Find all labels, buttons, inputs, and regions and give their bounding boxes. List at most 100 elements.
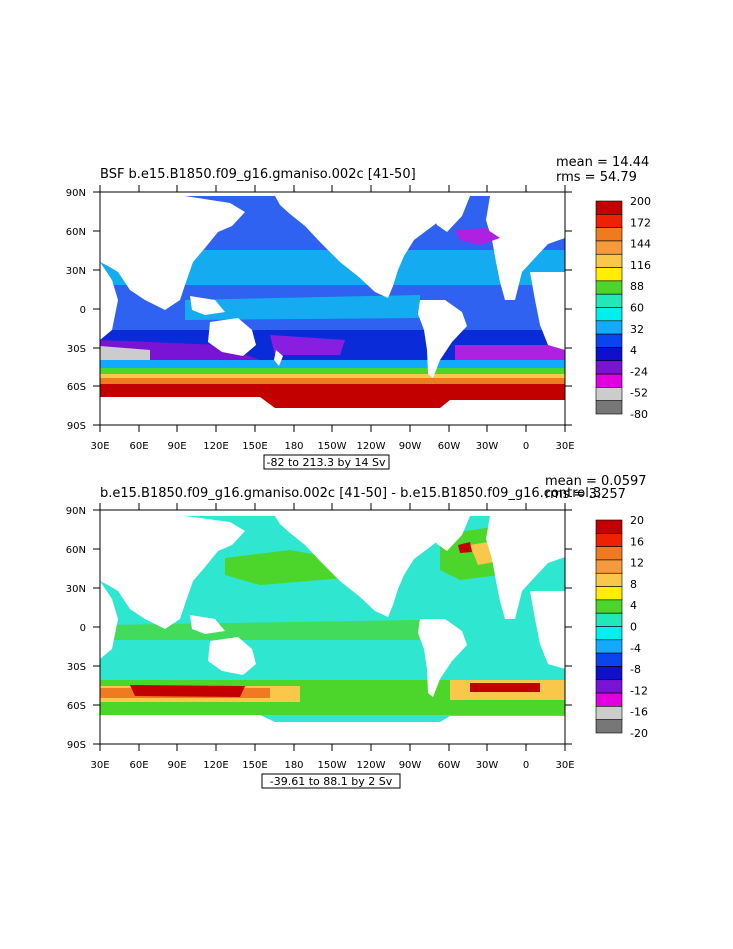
bottom-south-red-atl [470, 683, 540, 692]
top-colorbar-label: -80 [630, 408, 648, 421]
top-colorbar-label: -52 [630, 387, 648, 400]
top-lat-label: 60N [66, 227, 86, 238]
top-lon-label: 60E [129, 441, 148, 452]
top-land-antarctica [100, 397, 565, 425]
bottom-lon-label: 30W [476, 760, 499, 771]
top-lon-label: 90E [167, 441, 186, 452]
top-colorbar-swatch [595, 200, 623, 215]
top-acc-yellow [100, 374, 565, 379]
top-lon-label: 0 [523, 441, 529, 452]
top-ocean-band-gray [100, 346, 150, 362]
bottom-colorbar-label: -16 [630, 706, 648, 719]
top-lat-label: 60S [67, 382, 86, 393]
bottom-colorbar-label: 8 [630, 578, 637, 591]
top-acc-orange [100, 378, 565, 385]
top-colorbar-swatch [595, 267, 623, 282]
bottom-lon-label: 120E [203, 760, 228, 771]
bottom-colorbar-label: -20 [630, 727, 648, 740]
bottom-colorbar-swatch [595, 626, 623, 641]
top-land-australia [208, 318, 256, 356]
top-colorbar-label: 4 [630, 344, 637, 357]
bottom-south-red [130, 685, 245, 697]
bottom-lon-label: 30E [90, 760, 109, 771]
top-lat-axis: 90N 60N 30N 0 30S 60S 90S [66, 188, 572, 432]
bottom-colorbar-label: -8 [630, 663, 641, 676]
bottom-colorbar-label: 4 [630, 599, 637, 612]
top-colorbar-swatch [595, 360, 623, 375]
bottom-lat-label: 60S [67, 701, 86, 712]
top-lon-label: 150W [318, 441, 347, 452]
top-colorbar-swatch [595, 227, 623, 242]
top-land-newzealand [274, 350, 283, 366]
bottom-colorbar-swatch [595, 599, 623, 614]
top-colorbar-swatch [595, 373, 623, 388]
bottom-range-box: -39.61 to 88.1 by 2 Sv [261, 773, 401, 789]
top-land-europe-africa [486, 196, 565, 300]
bottom-land-southeast-asia [190, 615, 225, 634]
bottom-colorbar-label: 12 [630, 557, 644, 570]
bottom-land-southamerica [418, 619, 467, 697]
bottom-colorbar-swatch [595, 612, 623, 627]
top-lon-label: 60W [438, 441, 461, 452]
top-land-northamerica [275, 196, 446, 298]
bottom-lat-label: 30S [67, 662, 86, 673]
bottom-land-northamerica [275, 516, 446, 617]
top-colorbar-label: 200 [630, 195, 651, 208]
bottom-colorbar-swatch [595, 706, 623, 720]
bottom-colorbar-swatch [595, 652, 623, 667]
bottom-lon-label: 30E [555, 760, 574, 771]
top-lon-label: 120W [357, 441, 386, 452]
top-land-eurasia [100, 196, 245, 310]
bottom-land-europe-africa [486, 516, 565, 619]
bottom-colorbar-swatch [595, 519, 623, 534]
top-panel: BSF b.e15.B1850.f09_g16.gmaniso.002c [41… [66, 155, 651, 470]
top-lat-label: 30S [67, 344, 86, 355]
top-colorbar-swatch [595, 307, 623, 322]
top-colorbar-label: 116 [630, 259, 651, 272]
top-map [99, 191, 566, 426]
bottom-land-greenland [425, 516, 470, 551]
bottom-range-label: -39.61 to 88.1 by 2 Sv [270, 775, 393, 788]
bottom-lat-label: 90S [67, 740, 86, 751]
top-acc-green [100, 368, 565, 375]
bottom-lon-label: 90W [399, 760, 422, 771]
top-lat-label: 90N [66, 188, 86, 199]
top-ocean-band-magenta [455, 345, 565, 360]
top-colorbar-swatch [595, 280, 623, 295]
bottom-lon-axis: 30E 60E 90E 120E 150E 180 150W 120W 90W … [90, 503, 575, 771]
bottom-land-africa-south [530, 591, 565, 669]
top-colorbar-label: 88 [630, 280, 644, 293]
bottom-lat-label: 90N [66, 506, 86, 517]
top-colorbar-swatch [595, 400, 623, 415]
top-lat-label: 30N [66, 266, 86, 277]
bottom-lon-label: 150W [318, 760, 347, 771]
bottom-lon-label: 0 [523, 760, 529, 771]
top-colorbar-label: 60 [630, 302, 644, 315]
top-land-southamerica [418, 300, 467, 378]
top-mean: mean = 14.44 [556, 155, 649, 170]
top-lon-label: 90W [399, 441, 422, 452]
bottom-colorbar-label: 16 [630, 535, 644, 548]
bottom-rms: rms = 3.257 [545, 487, 626, 502]
bottom-colorbar-swatch [595, 546, 623, 561]
top-colorbar-swatch [595, 293, 623, 308]
bottom-red-atlantic [458, 542, 472, 553]
top-ocean-band-north [100, 250, 565, 285]
bottom-colorbar-label: -4 [630, 642, 641, 655]
top-colorbar-label: 32 [630, 323, 644, 336]
bottom-colorbar-swatch [595, 666, 623, 681]
top-colorbar-label: -24 [630, 365, 648, 378]
bottom-panel: b.e15.B1850.f09_g16.gmaniso.002c [41-50]… [66, 474, 648, 789]
bottom-colorbar-swatch [595, 692, 623, 707]
bottom-lon-label: 120W [357, 760, 386, 771]
bottom-mean: mean = 0.0597 [545, 474, 647, 489]
bottom-lon-label: 90E [167, 760, 186, 771]
bottom-lon-label: 60E [129, 760, 148, 771]
top-lon-label: 30E [90, 441, 109, 452]
bottom-land-arctic [100, 510, 565, 516]
bottom-colorbar-swatch [595, 533, 623, 547]
top-land-greenland [425, 196, 470, 232]
bottom-colorbar-label: -12 [630, 684, 648, 697]
bottom-colorbar: 20 16 12 8 4 0 -4 -8 -12 -16 -20 [595, 514, 648, 740]
